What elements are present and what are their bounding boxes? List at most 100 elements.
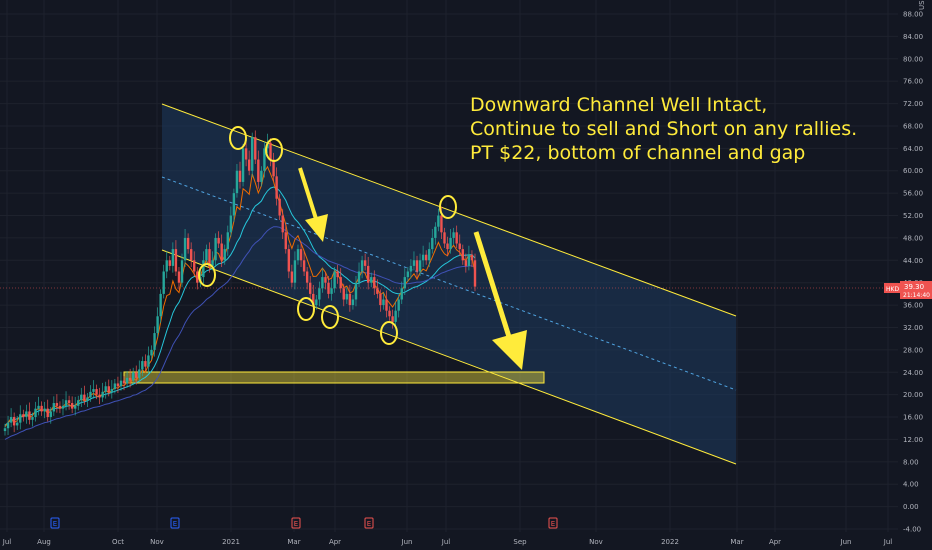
candle-body <box>46 408 49 418</box>
candle-body <box>226 232 229 250</box>
candle-body <box>434 226 437 238</box>
candle-body <box>189 249 193 261</box>
time-tick-label: Apr <box>769 538 781 546</box>
candle-body <box>449 237 452 250</box>
candle-body <box>293 260 297 283</box>
candle-body <box>379 293 382 306</box>
time-tick-label: Jun <box>401 538 413 546</box>
candle-body <box>86 397 89 401</box>
last-price-tag <box>900 281 932 299</box>
candle-body <box>104 386 107 392</box>
earnings-marker[interactable] <box>548 517 558 529</box>
candle-body <box>125 377 129 384</box>
candle-body <box>186 237 190 250</box>
price-tick-label: 0.00 <box>903 503 919 511</box>
candle-body <box>165 260 168 272</box>
ma-fast-line <box>4 186 476 426</box>
candle-body <box>80 394 83 401</box>
price-tick-label: 36.00 <box>903 302 923 310</box>
candle-body <box>351 299 355 306</box>
candle-body <box>64 400 68 406</box>
candle-body <box>385 299 388 311</box>
price-tick-label: 4.00 <box>903 481 919 489</box>
candle-body <box>196 271 199 283</box>
candle-body <box>128 377 132 381</box>
candle-body <box>437 215 440 227</box>
candle-body <box>98 394 101 398</box>
candle-body <box>16 422 19 426</box>
candle-body <box>461 249 464 261</box>
arrow-down-2[interactable] <box>473 231 527 370</box>
candle-body <box>394 310 397 322</box>
candle-body <box>260 170 263 182</box>
candle-body <box>342 288 345 300</box>
candle-body <box>122 380 126 384</box>
candle-body <box>202 260 205 278</box>
price-tick-label: 32.00 <box>903 324 923 332</box>
time-tick-label: Jun <box>840 538 852 546</box>
price-tick-label: 76.00 <box>903 78 923 86</box>
candle-body <box>421 254 425 261</box>
candle-body <box>70 403 74 409</box>
candle-body <box>138 369 141 378</box>
circle-low-4 <box>380 321 398 345</box>
candle-body <box>135 372 138 378</box>
time-tick-label: Oct <box>112 538 124 546</box>
candle-body <box>431 237 434 250</box>
ticker-label: HKD <box>886 286 899 293</box>
candle-body <box>9 417 13 423</box>
candle-body <box>376 288 379 294</box>
candle-body <box>244 148 248 160</box>
candles-group <box>3 130 477 436</box>
candle-body <box>52 403 56 412</box>
price-label-group: HKD 39.30 21:14:40 <box>884 281 932 299</box>
price-axis[interactable]: USD 88.00 84.00 80.00 76.00 72.00 68.00 64.00 6… <box>903 0 926 534</box>
candle-body <box>363 260 367 266</box>
candle-body <box>156 316 159 334</box>
earnings-marker[interactable] <box>364 517 374 529</box>
candle-body <box>446 243 449 250</box>
candle-body <box>458 243 461 250</box>
channel-upper-line[interactable] <box>161 103 737 317</box>
candle-body <box>101 391 104 398</box>
candle-body <box>284 232 287 250</box>
gap-zone[interactable] <box>123 371 545 384</box>
time-axis[interactable]: Jul Aug Oct Nov 2021 Mar Apr Jun Jul Sep Nov 2022 Ma… <box>2 538 893 546</box>
time-tick-label: Aug <box>37 538 51 546</box>
circle-low-1 <box>198 263 216 287</box>
candle-body <box>281 215 284 233</box>
candle-body <box>275 176 278 199</box>
channel-mid-line[interactable] <box>161 176 737 391</box>
arrow-down-1[interactable] <box>298 167 328 242</box>
time-tick-label: Jul <box>441 538 451 546</box>
candle-body <box>77 400 80 406</box>
earnings-marker[interactable] <box>50 517 60 529</box>
candle-body <box>55 403 59 406</box>
candle-body <box>150 349 153 356</box>
last-price-value: 39.30 <box>904 283 924 291</box>
candle-body <box>366 265 370 283</box>
annotation-line-2: Continue to sell and Short on any rallie… <box>470 118 857 140</box>
candle-body <box>22 414 25 418</box>
candle-body <box>110 389 114 392</box>
price-tick-label: 16.00 <box>903 414 923 422</box>
earnings-marker[interactable] <box>291 517 301 529</box>
price-tick-label: 20.00 <box>903 391 923 399</box>
ma-short-line <box>4 165 476 428</box>
candle-body <box>327 282 330 294</box>
candle-body <box>424 254 428 261</box>
circle-low-3 <box>321 305 339 329</box>
candle-body <box>119 380 123 387</box>
candle-body <box>37 405 40 409</box>
candle-body <box>360 260 364 272</box>
candle-body <box>247 159 251 171</box>
price-tick-label: 80.00 <box>903 55 923 63</box>
candle-body <box>43 408 46 412</box>
candle-body <box>217 237 220 244</box>
price-tick-label: 48.00 <box>903 234 923 242</box>
channel-lower-line[interactable] <box>161 249 737 465</box>
earnings-marker[interactable] <box>170 517 180 529</box>
candle-body <box>473 260 477 287</box>
